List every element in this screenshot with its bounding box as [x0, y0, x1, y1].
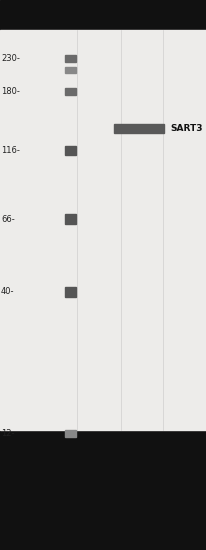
Text: 66-: 66- [1, 214, 15, 223]
Bar [65, 430, 76, 437]
Bar [65, 214, 76, 224]
Bar [65, 67, 76, 73]
Bar [114, 124, 164, 133]
Text: 180-: 180- [1, 87, 20, 96]
Bar [65, 88, 76, 95]
Text: 230-: 230- [1, 54, 20, 63]
Bar [0, 30, 206, 430]
Bar [65, 287, 76, 297]
Text: SART3: SART3 [170, 124, 202, 133]
Bar [65, 55, 76, 62]
Text: 116-: 116- [1, 146, 20, 155]
Bar [65, 146, 76, 155]
Text: 40-: 40- [1, 288, 15, 296]
Text: 12-: 12- [1, 429, 15, 438]
